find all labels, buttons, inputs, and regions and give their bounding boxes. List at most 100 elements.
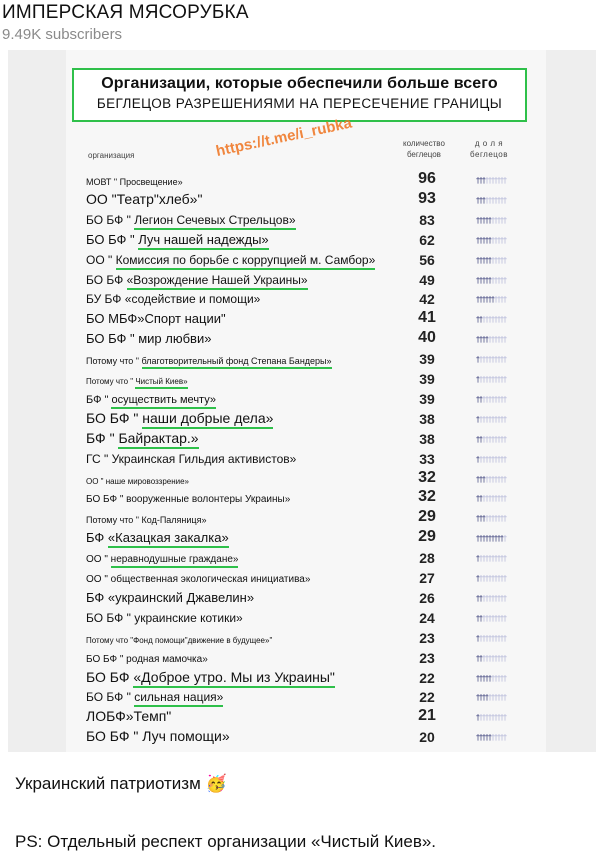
- person-icon: †: [494, 375, 498, 384]
- person-icon: †: [476, 534, 480, 544]
- org-title: общественная экологическая инициатива»: [110, 574, 311, 585]
- person-icon: †: [488, 673, 492, 683]
- person-icon: †: [479, 315, 483, 325]
- person-icon: †: [497, 514, 501, 524]
- person-icon: †: [491, 434, 495, 444]
- org-prefix: БУ БФ: [86, 292, 125, 307]
- fugitive-count: 21: [418, 707, 436, 725]
- person-icon: †: [488, 574, 492, 583]
- person-icon: †: [503, 693, 507, 703]
- person-icon: †: [479, 335, 483, 345]
- org-name: БО МБФ»Спорт нации": [86, 311, 226, 326]
- person-icon: †: [497, 315, 501, 325]
- org-name: БО БФ " Луч нашей надежды»: [86, 231, 269, 250]
- image-subtitle: БЕГЛЕЦОВ РАЗРЕШЕНИЯМИ НА ПЕРЕСЕЧЕНИЕ ГРА…: [96, 96, 503, 111]
- person-icon: †: [503, 255, 507, 265]
- person-icon: †: [485, 733, 489, 743]
- person-icon: †: [479, 673, 483, 683]
- count-header-l1: количество: [403, 139, 445, 148]
- fugitive-count: 49: [419, 271, 435, 288]
- fugitive-count: 62: [419, 231, 435, 248]
- share-people-icons: ††††††††††: [476, 534, 507, 544]
- table-row: Потому что "Фонд помощи"движение в будущ…: [86, 628, 526, 648]
- person-icon: †: [488, 355, 492, 365]
- share-people-icons: ††††††††††: [476, 673, 507, 683]
- person-icon: †: [476, 713, 480, 723]
- person-icon: †: [485, 375, 489, 384]
- person-icon: †: [497, 235, 501, 245]
- person-icon: †: [476, 554, 480, 564]
- person-icon: †: [476, 693, 480, 703]
- person-icon: †: [491, 673, 495, 683]
- person-icon: †: [485, 653, 489, 663]
- org-name: ГС " Украинская Гильдия активистов»: [86, 452, 296, 466]
- person-icon: †: [482, 275, 486, 285]
- table-row: БО МБФ»Спорт нации" 41 ††††††††††: [86, 309, 526, 329]
- person-icon: †: [485, 315, 489, 325]
- person-icon: †: [488, 514, 492, 524]
- person-icon: †: [482, 713, 486, 723]
- person-icon: †: [488, 534, 492, 544]
- person-icon: †: [494, 195, 498, 205]
- org-title: родная мамочка»: [126, 653, 208, 665]
- fugitive-count: 27: [419, 570, 435, 586]
- person-icon: †: [491, 255, 495, 265]
- person-icon: †: [497, 494, 501, 504]
- share-people-icons: ††††††††††: [476, 494, 507, 504]
- person-icon: †: [488, 434, 492, 444]
- share-people-icons: ††††††††††: [476, 315, 507, 325]
- channel-name[interactable]: ИМПЕРСКАЯ МЯСОРУБКА: [2, 2, 249, 23]
- fugitive-count: 39: [419, 371, 435, 387]
- table-row: Потому что " благотворительный фонд Степ…: [86, 349, 526, 370]
- org-prefix: Потому что ": [86, 377, 136, 386]
- org-title: «Возрождение Нашей Украины»: [126, 272, 308, 290]
- fugitive-count: 29: [418, 528, 436, 546]
- person-icon: †: [479, 235, 483, 245]
- person-icon: †: [497, 375, 501, 384]
- share-people-icons: ††††††††††: [476, 653, 507, 663]
- org-name: БО БФ " наши добрые дела»: [86, 409, 274, 429]
- person-icon: †: [494, 355, 498, 365]
- org-name: ОО "Театр"хлеб»": [86, 191, 202, 207]
- org-name: БО БФ " Луч помощи»: [86, 728, 230, 744]
- post-image[interactable]: [8, 50, 596, 752]
- org-title: «Казацкая закалка»: [107, 530, 229, 549]
- person-icon: †: [500, 295, 504, 305]
- org-prefix: ЛОБФ: [86, 708, 126, 725]
- person-icon: †: [482, 454, 486, 464]
- table-row: БФ " осуществить мечту» 39 ††††††††††: [86, 389, 526, 409]
- person-icon: †: [497, 454, 501, 464]
- person-icon: †: [476, 394, 480, 404]
- person-icon: †: [485, 275, 489, 285]
- table-row: ЛОБФ»Темп" 21 ††††††††††: [86, 707, 526, 727]
- person-icon: †: [503, 613, 507, 623]
- person-icon: †: [491, 295, 495, 305]
- fugitive-count: 56: [419, 251, 435, 268]
- person-icon: †: [497, 733, 501, 743]
- person-icon: †: [494, 255, 498, 265]
- fugitive-count: 23: [419, 649, 435, 666]
- person-icon: †: [482, 375, 486, 384]
- org-title: Украинская Гильдия активистов»: [111, 451, 297, 466]
- fugitive-count: 22: [419, 689, 435, 706]
- person-icon: †: [491, 613, 495, 623]
- share-people-icons: ††††††††††: [476, 554, 507, 564]
- org-prefix: БФ: [86, 530, 108, 546]
- person-icon: †: [500, 514, 504, 524]
- person-icon: †: [503, 593, 507, 603]
- person-icon: †: [482, 394, 486, 404]
- org-title: осуществить мечту»: [111, 393, 216, 409]
- person-icon: †: [476, 454, 480, 464]
- person-icon: †: [479, 613, 483, 623]
- org-title: »Спорт нации": [137, 311, 226, 327]
- person-icon: †: [497, 633, 501, 643]
- person-icon: †: [476, 335, 480, 345]
- person-icon: †: [497, 534, 501, 544]
- person-icon: †: [482, 335, 486, 345]
- org-title: Легион Сечевых Стрельцов»: [134, 212, 296, 230]
- table-row: ОО " Комиссия по борьбе с коррупцией м. …: [86, 250, 526, 270]
- person-icon: †: [503, 454, 507, 464]
- person-icon: †: [485, 554, 489, 564]
- person-icon: †: [494, 275, 498, 285]
- org-prefix: ОО ": [86, 574, 111, 585]
